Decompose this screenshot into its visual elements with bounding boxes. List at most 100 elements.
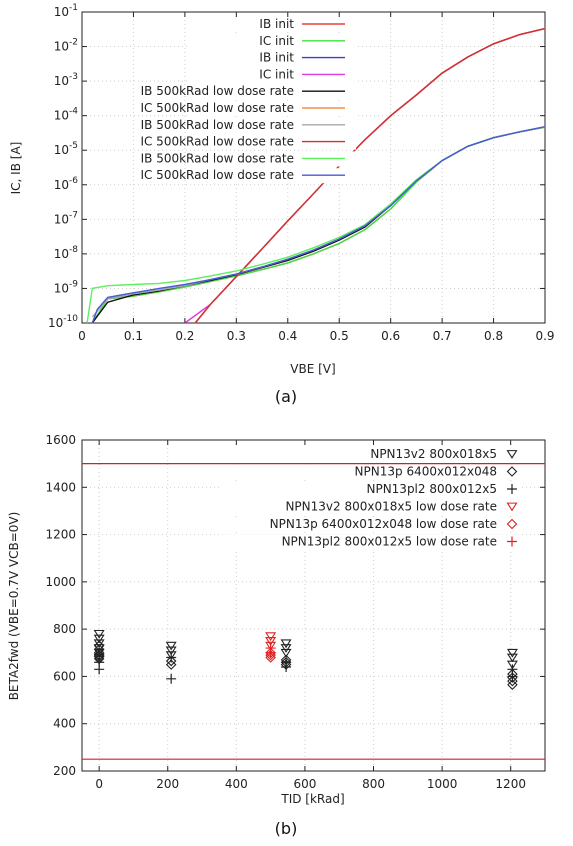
y-tick-exp-a: -10 (63, 314, 78, 324)
y-tick-label-a: 10-9 (54, 279, 79, 295)
data-point-s4 (265, 641, 277, 651)
legend-bg-a (188, 50, 356, 66)
data-point-s1 (280, 648, 292, 658)
limit-lines-b (82, 463, 545, 760)
data-point-s1 (506, 653, 518, 663)
x-tick-label-b: 1000 (427, 777, 458, 791)
y-tick-exp-a: -9 (69, 279, 78, 289)
data-point-s1 (280, 639, 292, 649)
legend-bg-a (188, 151, 356, 167)
legend-bg-a (188, 33, 356, 49)
y-tick-label-b: 800 (53, 622, 76, 636)
y-tick-base-a: 10 (48, 316, 63, 330)
legend-label-b6: NPN13pl2 800x012x5 low dose rate (282, 535, 497, 549)
legend-label-b1: NPN13v2 800x018x5 (370, 447, 497, 461)
legend-bg-b (220, 499, 520, 515)
x-tick-label-b: 400 (225, 777, 248, 791)
legend-bg-b (220, 534, 520, 550)
x-tick-label-a: 0.8 (484, 329, 503, 343)
data-point-s4 (265, 632, 277, 642)
y-tick-label-b: 1600 (45, 433, 76, 447)
y-tick-label-a: 10-7 (54, 210, 78, 226)
data-point-s2 (165, 655, 177, 667)
y-tick-label-b: 400 (53, 717, 76, 731)
x-tick-label-a: 0.2 (175, 329, 194, 343)
y-tick-label-a: 10-5 (54, 141, 78, 157)
x-tick-label-a: 0.7 (433, 329, 452, 343)
data-point-s1 (506, 648, 518, 658)
data-point-s1 (165, 646, 177, 656)
legend-a: IB init IC init IB init IC init IB 500kRad l… (140, 17, 356, 184)
legend-b: NPN13v2 800x018x5 NPN13p 6400x012x048 NPN1… (220, 447, 520, 550)
x-tick-label-a: 0.1 (124, 329, 143, 343)
caption-b: (b) (275, 819, 298, 838)
legend-label-1: IB init (259, 17, 294, 31)
legend-label-b5: NPN13p 6400x012x048 low dose rate (270, 517, 497, 531)
y-tick-label-a: 10-8 (54, 245, 79, 261)
data-point-s5 (265, 649, 276, 661)
data-point-s3 (166, 652, 177, 663)
y-tick-label-a: 10-10 (48, 314, 78, 330)
markers-b (93, 629, 518, 690)
series-line-8 (194, 27, 546, 324)
x-tick-label-a: 0.3 (227, 329, 246, 343)
y-tick-exp-a: -2 (69, 38, 78, 48)
x-tick-label-a: 0.6 (381, 329, 400, 343)
y-tick-base-a: 10 (54, 5, 69, 19)
legend-marker-b2 (506, 466, 518, 477)
x-tick-label-b: 1200 (495, 777, 526, 791)
y-tick-label-a: 10-4 (54, 107, 79, 123)
data-point-s1 (93, 629, 105, 639)
y-tick-label-a: 10-3 (54, 72, 78, 88)
y-tick-exp-a: -6 (69, 176, 78, 186)
y-tick-base-a: 10 (54, 247, 69, 261)
legend-label-10: IC 500kRad low dose rate (140, 168, 294, 182)
y-tick-label-b: 1200 (45, 528, 76, 542)
y-tick-label-b: 1000 (45, 575, 76, 589)
x-tick-label-b: 600 (293, 777, 316, 791)
data-point-s4 (265, 637, 277, 646)
x-tick-label-b: 800 (362, 777, 385, 791)
y-axis-label-a: IC, IB [A] (9, 142, 23, 195)
legend-marker-b1 (506, 450, 518, 459)
legend-label-4: IC init (259, 67, 294, 81)
legend-label-2: IC init (259, 34, 294, 48)
y-tick-label-b: 600 (53, 669, 76, 683)
y-tick-label-a: 10-2 (54, 38, 78, 54)
x-tick-label-a: 0.4 (278, 329, 297, 343)
y-tick-base-a: 10 (54, 143, 69, 157)
data-point-s2 (507, 679, 518, 690)
legend-label-b3: NPN13pl2 800x012x5 (366, 482, 497, 496)
data-point-s3 (507, 671, 518, 682)
data-point-s5 (265, 652, 276, 663)
data-point-s1 (165, 641, 177, 651)
data-point-s6 (265, 647, 276, 658)
y-tick-label-a: 10-6 (54, 176, 79, 192)
legend-bg-b (220, 447, 520, 462)
data-point-s1 (506, 660, 518, 670)
data-point-s2 (507, 675, 518, 687)
x-axis-label-a: VBE [V] (290, 362, 335, 376)
y-tick-exp-a: -4 (69, 107, 78, 117)
data-point-s2 (165, 659, 177, 670)
y-tick-exp-a: -8 (69, 245, 78, 255)
y-axis-label-b: BETA2fwd (VBE=0.7V VCB=0V) (7, 512, 21, 701)
y-tick-base-a: 10 (54, 281, 69, 295)
legend-bg-a (188, 84, 356, 100)
y-tick-label-a: 10-1 (54, 3, 78, 19)
data-point-s3 (166, 673, 177, 684)
data-point-s3 (94, 664, 105, 675)
legend-bg-b (220, 482, 520, 497)
ticks-a: 0 0.1 0.2 0.3 0.4 0.5 0.6 0.7 0.8 0.910-1010-910-… (48, 3, 555, 343)
legend-label-3: IB init (259, 51, 294, 65)
legend-bg-a (188, 67, 356, 83)
curves-a (86, 27, 546, 324)
data-point-s1 (165, 651, 177, 661)
y-tick-exp-a: -1 (69, 3, 78, 13)
legend-label-7: IB 500kRad low dose rate (141, 118, 294, 132)
y-tick-exp-a: -3 (69, 72, 78, 82)
series-line-10 (91, 126, 546, 324)
legend-label-b2: NPN13p 6400x012x048 (355, 465, 497, 479)
y-tick-exp-a: -7 (69, 210, 78, 220)
